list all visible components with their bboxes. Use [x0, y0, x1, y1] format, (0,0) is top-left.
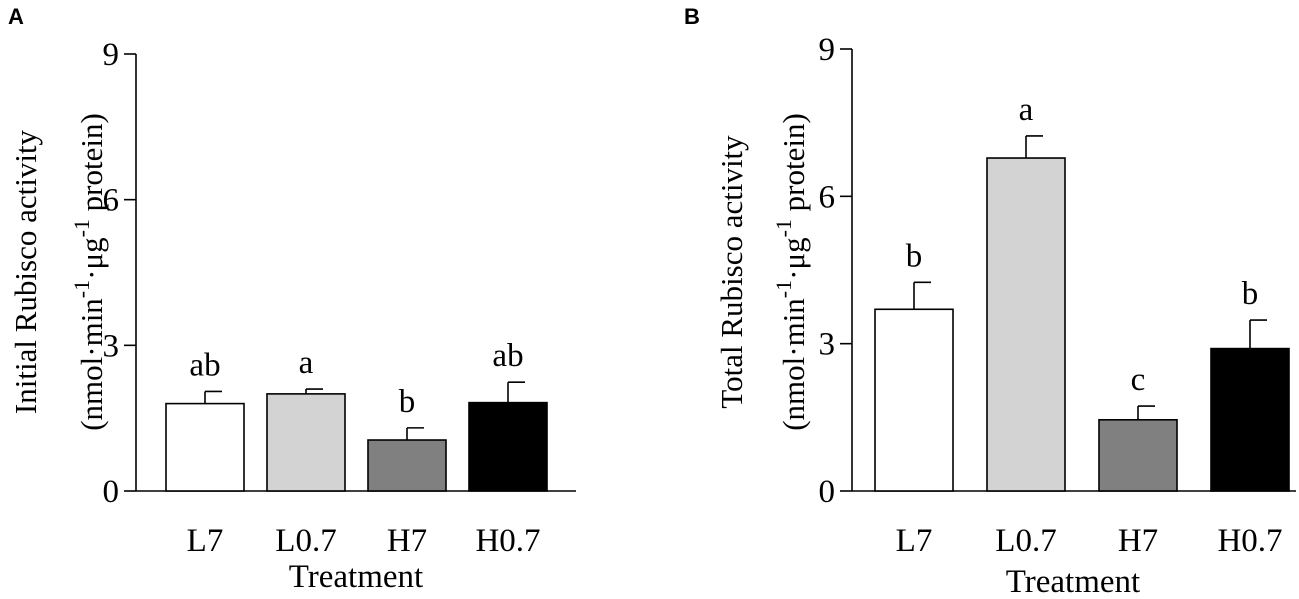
panel-b-bar-l7: [874, 308, 954, 492]
panel-b-category-label: L0.7: [995, 523, 1056, 559]
panel-b-bar-h0-7: [1210, 347, 1290, 492]
panel-a-significance-letter: ab: [492, 338, 523, 374]
panel-b-y-axis-label-line1: Total Rubisco activity: [714, 135, 749, 409]
panel-b-y-axis-label-line2: (nmol·min-1·μg-1 protein): [771, 113, 811, 431]
panel-a-y-tick-label: 9: [103, 37, 120, 73]
panel-b-significance-letter: a: [1019, 92, 1034, 128]
panel-b-label: B: [684, 4, 700, 29]
panel-b-y-tick-label: 9: [819, 32, 836, 68]
panel-b-significance-letter: b: [1242, 276, 1259, 312]
panel-b-category-label: H0.7: [1217, 523, 1282, 559]
panel-a-bar-l7: [165, 402, 245, 492]
panel-a-y-tick-label: 3: [103, 328, 120, 364]
panel-b-significance-letter: c: [1131, 362, 1146, 398]
panel-b-x-axis-label: Treatment: [1006, 564, 1140, 599]
panel-a-significance-letter: b: [399, 384, 416, 420]
panel-a-significance-letter: ab: [189, 347, 220, 383]
panel-b-y-tick-label: 0: [819, 474, 836, 510]
panel-a-bar-l0-7: [266, 393, 346, 492]
panel-b-y-tick-label: 6: [819, 179, 836, 215]
panel-a: A Initial Rubisco activity (nmol·min-1·μ…: [8, 4, 576, 595]
panel-a-category-label: H0.7: [475, 523, 540, 559]
panel-a-x-axis-label: Treatment: [289, 559, 423, 595]
panel-b-plot: 0 3 6 9 b L7 a L0.7 c H7 b H0.7: [819, 32, 1296, 559]
panel-b: B Total Rubisco activity (nmol·min-1·μg-…: [684, 4, 1296, 599]
panel-a-category-label: L7: [187, 523, 224, 559]
panel-a-y-tick-label: 0: [103, 474, 120, 510]
panel-b-category-label: H7: [1118, 523, 1158, 559]
panel-b-bar-l0-7: [986, 157, 1066, 492]
panel-a-y-axis-label-line1: Initial Rubisco activity: [8, 129, 43, 414]
panel-a-category-label: L0.7: [275, 523, 336, 559]
panel-a-bar-h0-7: [468, 401, 548, 492]
panel-b-significance-letter: b: [906, 238, 923, 274]
panel-a-bar-h7: [367, 439, 447, 492]
panel-b-y-tick-label: 3: [819, 327, 836, 363]
panel-a-y-axis-label-line2: (nmol·min-1·μg-1 protein): [69, 113, 109, 431]
panel-b-bar-h7: [1098, 418, 1178, 492]
panel-b-category-label: L7: [896, 523, 933, 559]
panel-a-label: A: [8, 4, 24, 29]
panel-a-significance-letter: a: [299, 345, 314, 381]
panel-a-y-tick-label: 6: [103, 183, 120, 219]
panel-a-category-label: H7: [387, 523, 427, 559]
panel-b-y-axis-label: Total Rubisco activity (nmol·min-1·μg-1 …: [714, 113, 811, 431]
panel-a-y-axis-label: Initial Rubisco activity (nmol·min-1·μg-…: [8, 113, 109, 431]
panel-a-plot: 0 3 6 9 ab L7 a L0.7 b H7 ab H0.7: [103, 37, 576, 559]
